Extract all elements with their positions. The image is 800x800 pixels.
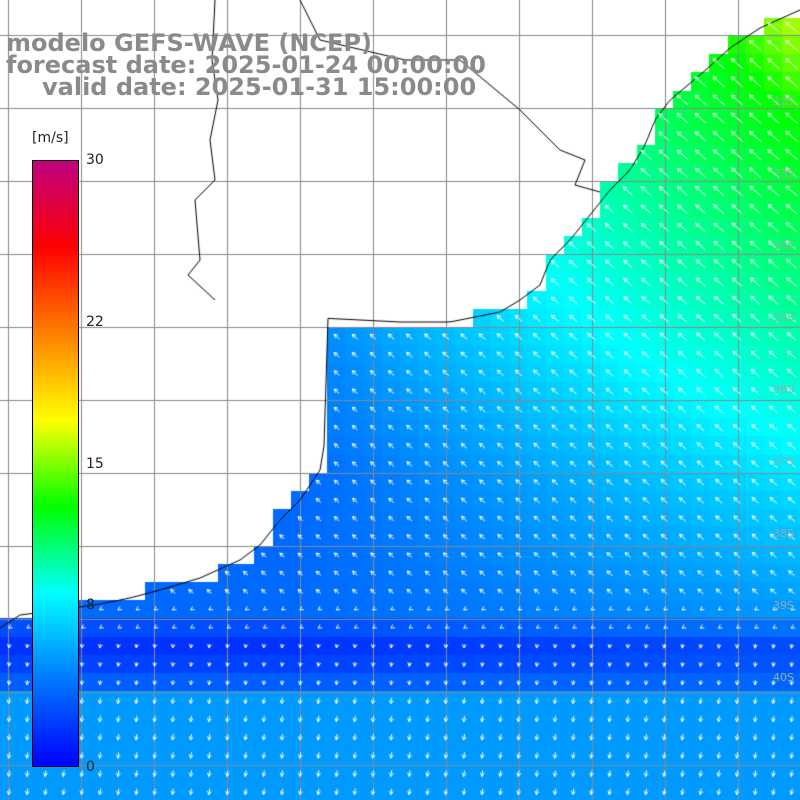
colorbar [32, 160, 79, 767]
colorbar-tick-label: 30 [86, 152, 104, 168]
latitude-label: 32S [773, 95, 794, 108]
latitude-label: 36S [773, 383, 794, 396]
latitude-label: 34S [773, 239, 794, 252]
latitude-label: 35S [773, 311, 794, 324]
latitude-label: 37S [773, 455, 794, 468]
latitude-label: 33S [773, 167, 794, 180]
colorbar-tick-label: 8 [86, 597, 95, 614]
colorbar-tick-label: 0 [86, 759, 95, 775]
latitude-label: 38S [773, 527, 794, 540]
latitude-label: 39S [773, 599, 794, 612]
colorbar-units: [m/s] [32, 130, 69, 146]
colorbar-tick-label: 22 [86, 313, 104, 330]
model-title: modelo GEFS-WAVE (NCEP) [6, 29, 372, 57]
latitude-label: 40S [773, 671, 794, 684]
forecast-date: forecast date: 2025-01-24 00:00:00 [6, 51, 486, 79]
valid-date: valid date: 2025-01-31 15:00:00 [42, 73, 477, 101]
colorbar-tick-label: 15 [86, 455, 104, 472]
